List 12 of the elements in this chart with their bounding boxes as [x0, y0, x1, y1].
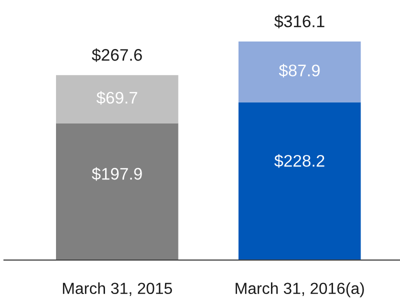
- data-label: $69.7: [96, 91, 138, 105]
- bar: [56, 123, 178, 260]
- total-label: $316.1: [274, 14, 324, 28]
- x-tick-label: March 31, 2015: [62, 282, 172, 296]
- bar: [238, 102, 361, 260]
- bar: [238, 42, 361, 102]
- total-label: $267.6: [92, 48, 142, 62]
- data-label: $87.9: [278, 64, 320, 78]
- data-label: $228.2: [274, 154, 324, 168]
- data-label: $197.9: [92, 167, 142, 181]
- x-tick-label: March 31, 2016(a): [236, 282, 364, 298]
- bar: [56, 75, 178, 124]
